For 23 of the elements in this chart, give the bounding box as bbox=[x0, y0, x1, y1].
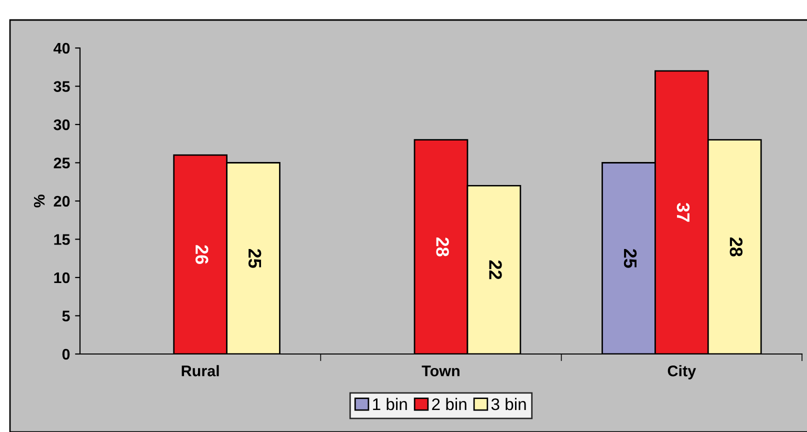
data-label: 22 bbox=[489, 260, 502, 280]
y-tick-label: 0 bbox=[62, 348, 70, 360]
y-tick-label: 5 bbox=[62, 310, 70, 322]
x-tick-label: Rural bbox=[182, 365, 219, 376]
data-label: 28 bbox=[730, 237, 743, 256]
data-label: 28 bbox=[436, 237, 449, 256]
y-tick-label: 25 bbox=[54, 158, 70, 168]
y-tick-label: 15 bbox=[54, 234, 70, 245]
data-label: 37 bbox=[676, 202, 690, 222]
legend-label: 3 bin bbox=[491, 398, 526, 410]
x-tick-label: City bbox=[668, 365, 696, 380]
legend-label: 2 bin bbox=[432, 398, 466, 410]
data-label: 25 bbox=[248, 248, 262, 268]
y-tick-label: 35 bbox=[54, 81, 70, 92]
data-label: 25 bbox=[624, 248, 637, 268]
y-tick-label: 10 bbox=[54, 272, 70, 284]
y-tick-label: 30 bbox=[54, 119, 70, 130]
y-axis-title: % bbox=[34, 194, 45, 208]
data-label: 26 bbox=[195, 245, 208, 264]
y-tick-label: 20 bbox=[54, 196, 70, 207]
y-tick-label: 40 bbox=[54, 42, 70, 54]
legend-label: 1 bin bbox=[373, 398, 407, 410]
x-tick-label: Town bbox=[422, 366, 460, 376]
